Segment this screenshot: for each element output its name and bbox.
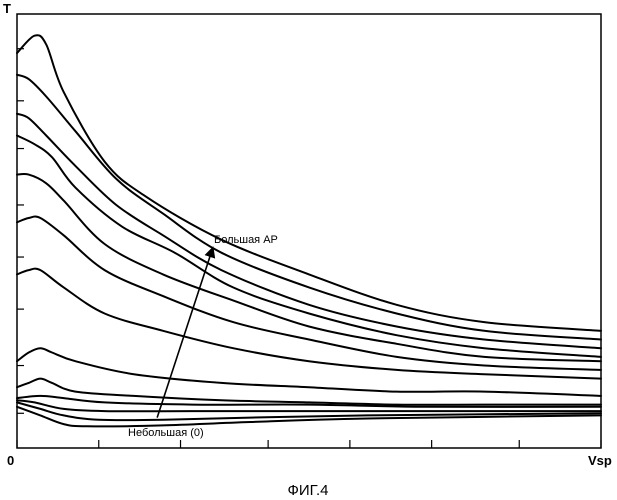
annotation-low: Небольшая (0) [128,427,204,439]
plot-frame [17,14,601,448]
series-line-2 [17,75,601,340]
origin-label: 0 [7,453,14,468]
y-axis-label: T [3,1,11,16]
x-axis-label: Vsp [588,453,612,468]
annotation-high: Большая AP [214,234,278,246]
trend-arrow [157,248,212,417]
series-line-7 [17,269,601,379]
series-line-6 [17,217,601,370]
series-line-8 [17,348,601,396]
figure-caption: ФИГ.4 [288,482,329,499]
series-line-4 [17,136,601,357]
